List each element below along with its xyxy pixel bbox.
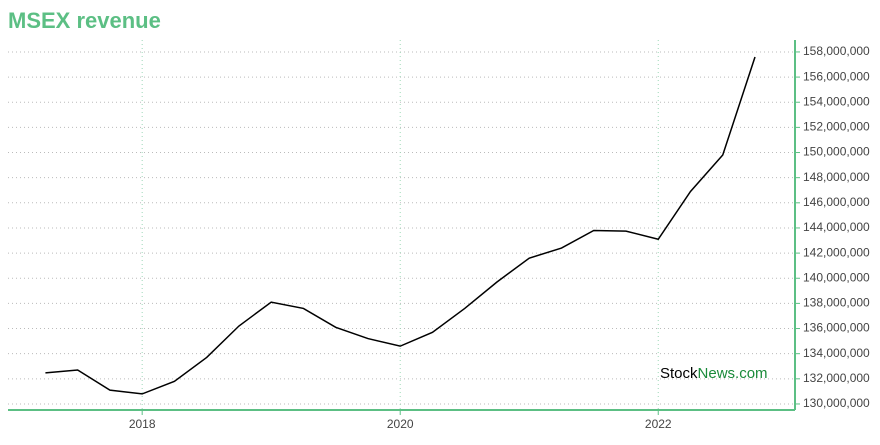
y-tick-label: 138,000,000: [803, 296, 870, 310]
y-tick-label: 158,000,000: [803, 44, 870, 58]
y-tick-label: 144,000,000: [803, 220, 870, 234]
watermark-part: Stock: [660, 365, 698, 382]
x-tick-label: 2018: [129, 417, 156, 431]
y-tick-label: 130,000,000: [803, 396, 870, 410]
y-tick-label: 156,000,000: [803, 69, 870, 83]
line-series: [45, 56, 756, 395]
y-tick-label: 136,000,000: [803, 321, 870, 335]
chart-title: MSEX revenue: [8, 8, 161, 33]
y-tick-label: 146,000,000: [803, 195, 870, 209]
y-tick-label: 154,000,000: [803, 94, 870, 108]
y-tick-label: 148,000,000: [803, 170, 870, 184]
x-tick-label: 2020: [387, 417, 414, 431]
y-tick-label: 152,000,000: [803, 120, 870, 134]
y-tick-label: 132,000,000: [803, 371, 870, 385]
y-tick-label: 150,000,000: [803, 145, 870, 159]
y-tick-label: 134,000,000: [803, 346, 870, 360]
watermark-part: News.com: [698, 365, 768, 382]
x-tick-label: 2022: [645, 417, 672, 431]
watermark: StockNews.com: [660, 365, 768, 382]
y-tick-label: 140,000,000: [803, 270, 870, 284]
y-tick-label: 142,000,000: [803, 245, 870, 259]
